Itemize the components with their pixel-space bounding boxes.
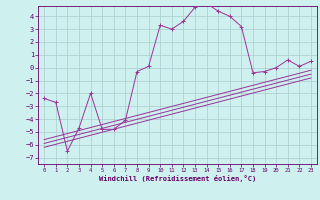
X-axis label: Windchill (Refroidissement éolien,°C): Windchill (Refroidissement éolien,°C) (99, 175, 256, 182)
